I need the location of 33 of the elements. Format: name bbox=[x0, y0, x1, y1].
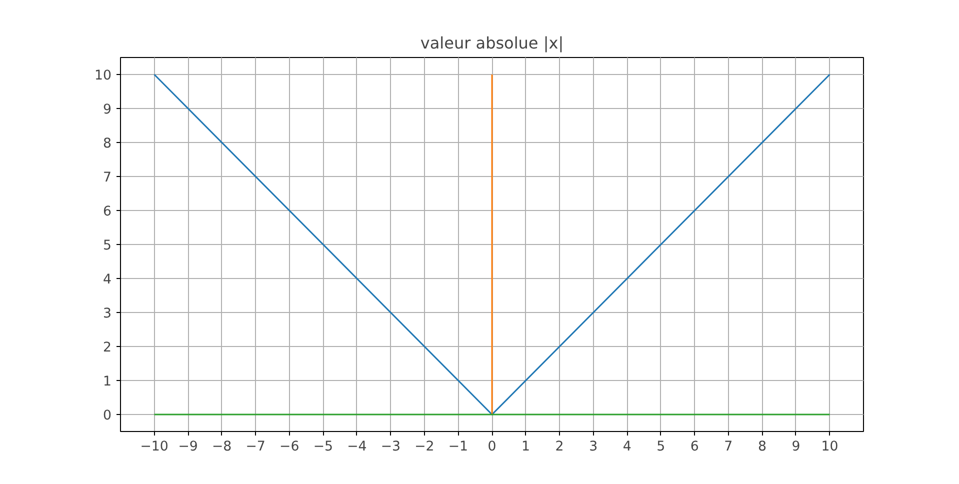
y-tick-label: 4 bbox=[103, 272, 112, 288]
x-tick-label: −7 bbox=[246, 440, 266, 454]
x-tick-label: −8 bbox=[212, 440, 232, 454]
x-tick-label: −5 bbox=[313, 440, 333, 454]
y-tick-label: 7 bbox=[103, 170, 112, 186]
x-tick-label: 0 bbox=[488, 440, 496, 454]
x-tick-label: −6 bbox=[280, 440, 300, 454]
y-tick-label: 8 bbox=[103, 136, 112, 152]
x-tick-label: −10 bbox=[140, 440, 168, 454]
y-tick-label: 10 bbox=[94, 68, 112, 84]
x-tick-label: 6 bbox=[690, 440, 699, 454]
y-tick-label: 9 bbox=[103, 102, 112, 118]
x-tick-label: 3 bbox=[589, 440, 598, 454]
y-tick-label: 3 bbox=[103, 306, 112, 322]
x-tick-label: 2 bbox=[555, 440, 564, 454]
x-tick-label: −9 bbox=[178, 440, 198, 454]
y-tick-label: 1 bbox=[103, 374, 112, 390]
y-tick-label: 6 bbox=[103, 204, 112, 220]
x-tick-label: 5 bbox=[656, 440, 666, 454]
x-tick-label: 7 bbox=[724, 440, 733, 454]
y-tick-label: 0 bbox=[103, 408, 112, 424]
y-tick-label: 2 bbox=[103, 340, 112, 356]
x-tick-label: 9 bbox=[792, 440, 800, 454]
x-tick-label: 10 bbox=[821, 440, 838, 454]
x-tick-label: −1 bbox=[448, 440, 468, 454]
x-tick-label: −4 bbox=[347, 440, 367, 454]
x-tick-label: 1 bbox=[522, 440, 530, 454]
chart-title: valeur absolue |x| bbox=[420, 34, 564, 52]
x-tick-label: 4 bbox=[622, 440, 632, 454]
x-tick-label: −3 bbox=[380, 440, 401, 454]
x-tick-label: 8 bbox=[758, 440, 766, 454]
y-tick-label: 5 bbox=[103, 238, 112, 254]
x-tick-label: −2 bbox=[414, 440, 434, 454]
